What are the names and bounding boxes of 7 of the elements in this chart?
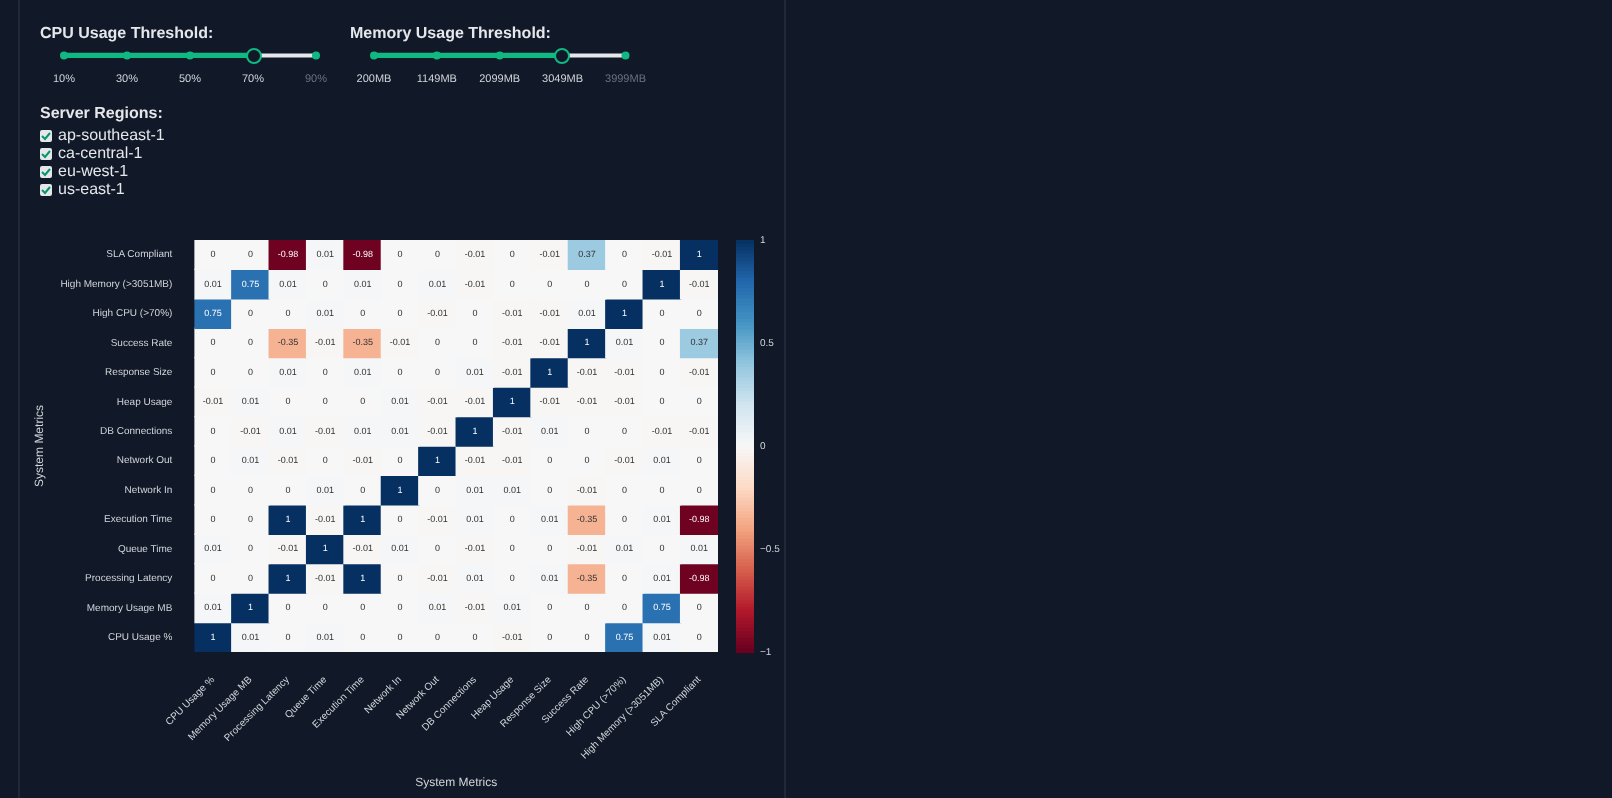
- text: ap-southeast-1: [58, 126, 165, 144]
- text: ca-central-1: [58, 144, 143, 162]
- text: Server Regions:: [40, 104, 165, 122]
- text: us-east-1: [58, 180, 125, 198]
- chart-title: Memory Usage Threshold:: [350, 24, 553, 42]
- text: eu-west-1: [58, 162, 129, 180]
- chart-title: CPU Usage Threshold:: [40, 24, 216, 42]
